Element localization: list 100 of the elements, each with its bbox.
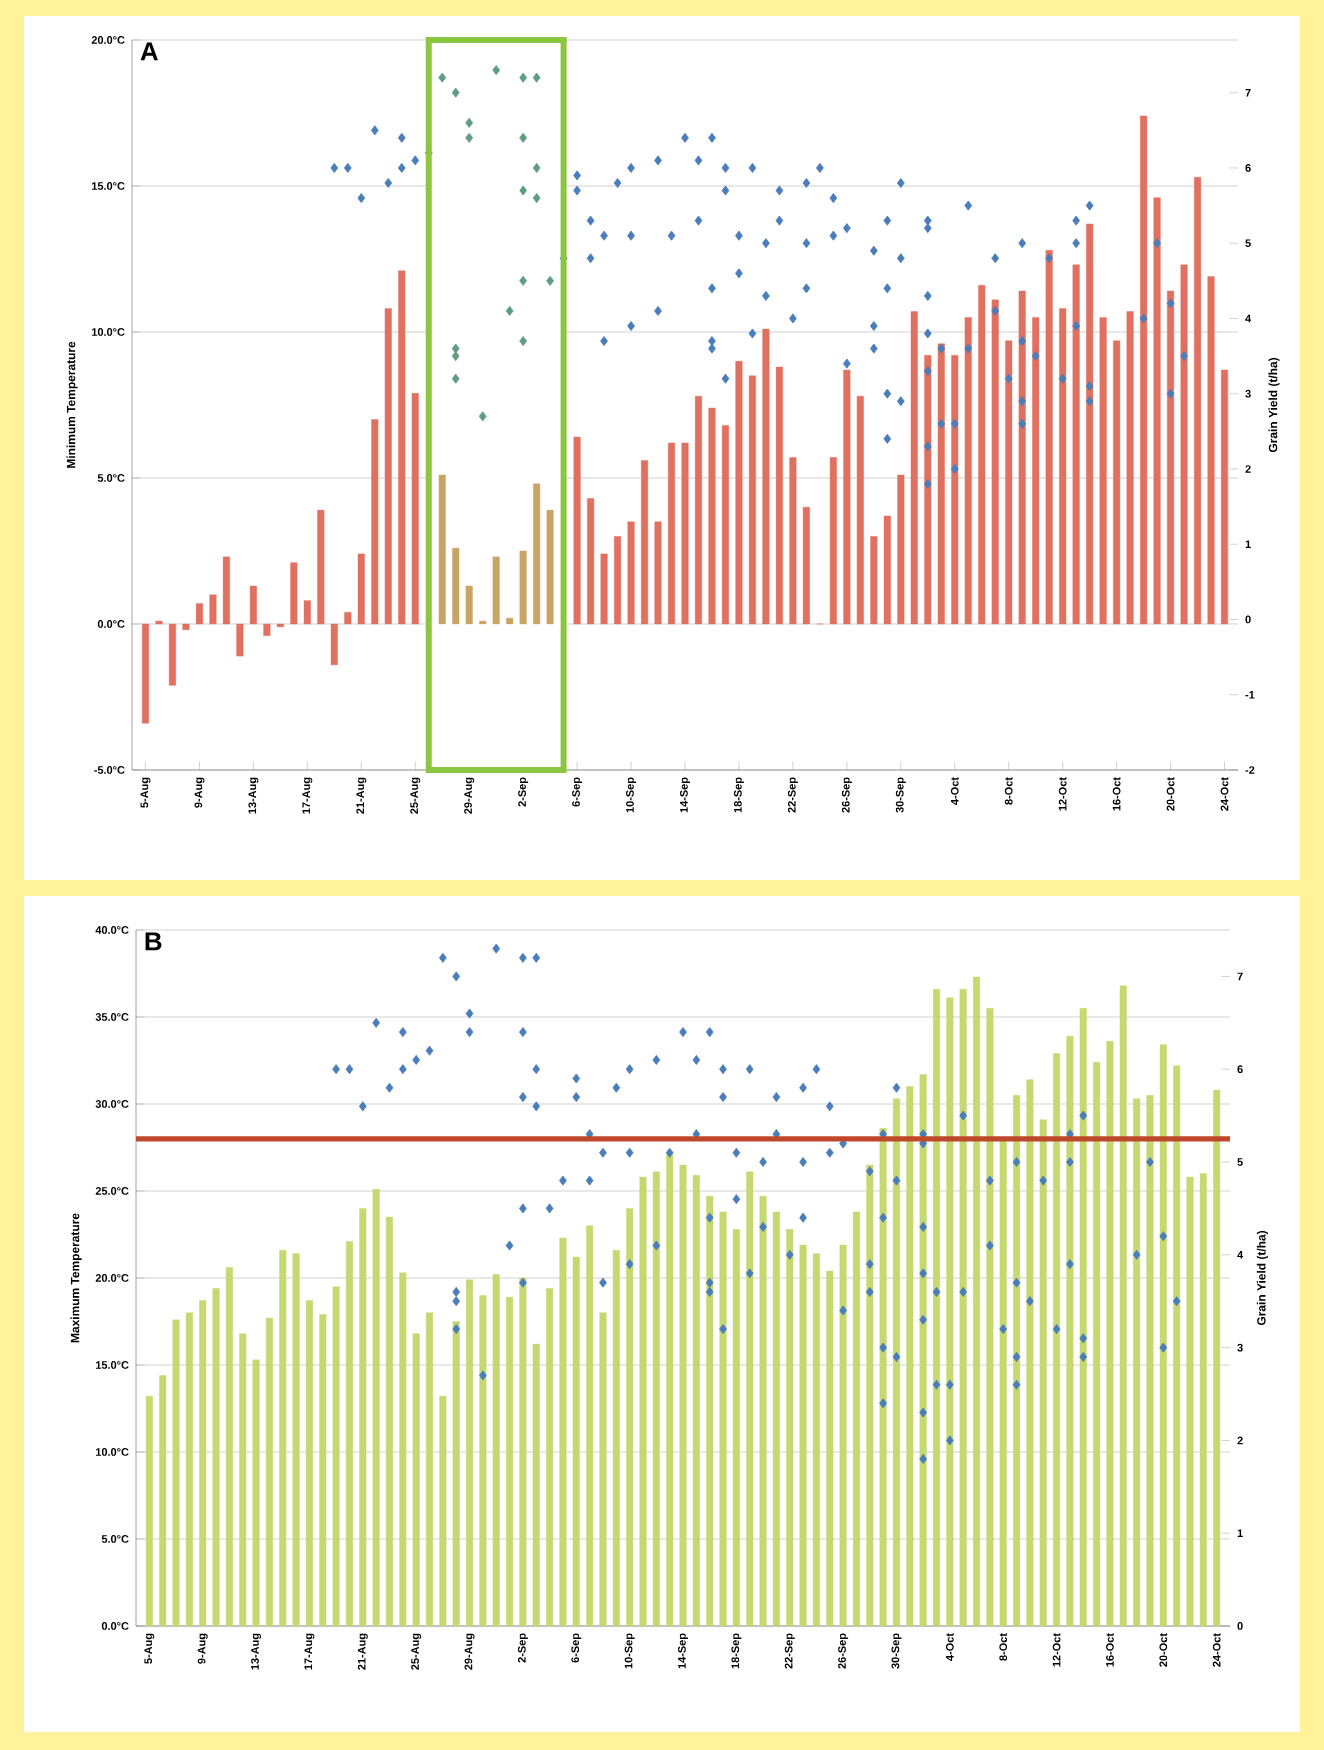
bar (1086, 223, 1094, 625)
bar (292, 1253, 300, 1627)
bar (1066, 1035, 1074, 1627)
bar (1173, 1065, 1181, 1627)
bar (924, 355, 932, 625)
bar (1213, 1089, 1221, 1627)
bar (1013, 1095, 1021, 1627)
bar (1119, 985, 1127, 1627)
bar (852, 1211, 860, 1627)
bar (978, 285, 986, 625)
bar (426, 1312, 434, 1627)
bar (600, 553, 608, 625)
point (532, 193, 541, 204)
bar (344, 612, 352, 625)
bar (438, 474, 446, 625)
point (519, 132, 527, 143)
point (465, 132, 474, 143)
bar (492, 556, 500, 625)
bar (639, 1176, 647, 1627)
bar (748, 375, 756, 625)
bar (626, 1208, 634, 1627)
point (532, 162, 541, 173)
bar (799, 1244, 807, 1627)
bar (317, 509, 325, 625)
bar (812, 1253, 820, 1627)
bar (1146, 1095, 1154, 1627)
bar (1199, 1173, 1207, 1627)
bar (357, 553, 365, 625)
bar (652, 1171, 660, 1627)
bar (466, 1279, 474, 1627)
bar (775, 366, 783, 625)
bar (265, 1317, 273, 1627)
bar (586, 1225, 594, 1627)
chart-title: A (140, 42, 158, 61)
bar (1079, 1008, 1087, 1627)
bar (1099, 317, 1107, 625)
bar (870, 536, 878, 625)
bar (573, 436, 581, 625)
bar (452, 1321, 460, 1627)
point (546, 275, 554, 286)
bar (371, 419, 379, 625)
bar (708, 407, 716, 625)
bar (1059, 308, 1067, 625)
point (451, 373, 460, 384)
bar (185, 1312, 193, 1627)
point (492, 65, 501, 76)
point (465, 117, 474, 128)
bar (1113, 340, 1121, 625)
bar (239, 1333, 247, 1627)
bar (506, 1296, 514, 1627)
bar (612, 1249, 620, 1627)
bar (1180, 264, 1188, 625)
bar (681, 442, 689, 625)
bar (1207, 276, 1215, 625)
bar (829, 457, 837, 625)
bar (719, 1211, 727, 1627)
bar (195, 603, 203, 625)
point (532, 72, 541, 83)
bar (627, 521, 635, 625)
bar (519, 1277, 527, 1627)
bar (172, 1319, 180, 1627)
point (505, 305, 514, 316)
bar (1093, 1062, 1101, 1627)
bar (465, 585, 473, 625)
bar (1072, 264, 1080, 625)
bar (1032, 317, 1040, 625)
bar (439, 1396, 447, 1627)
bar (1045, 250, 1053, 625)
bar (506, 617, 514, 625)
bar (772, 1211, 780, 1627)
bar (789, 457, 797, 625)
bar (1039, 1119, 1047, 1627)
bar (145, 1396, 153, 1627)
bar (222, 556, 230, 625)
bar (762, 328, 770, 625)
bar (1153, 197, 1161, 625)
bar (668, 442, 676, 625)
bar (679, 1164, 687, 1627)
bar (290, 562, 298, 625)
bar (199, 1300, 207, 1627)
bar (721, 425, 729, 625)
bar (897, 474, 905, 625)
bar (879, 1128, 887, 1627)
bar (452, 547, 460, 625)
bar (1005, 340, 1013, 625)
bar (319, 1314, 327, 1627)
bar (654, 521, 662, 625)
bar (182, 623, 190, 631)
bar (546, 1288, 554, 1627)
bar (1026, 1079, 1034, 1627)
bar (572, 1256, 580, 1627)
bar (1126, 311, 1134, 625)
bar (786, 1229, 794, 1627)
bar (209, 594, 217, 625)
bar (412, 1333, 420, 1627)
bar (212, 1288, 220, 1627)
bar (933, 988, 940, 1627)
bar (249, 585, 257, 625)
bar (1018, 290, 1026, 625)
bar (906, 1086, 914, 1627)
